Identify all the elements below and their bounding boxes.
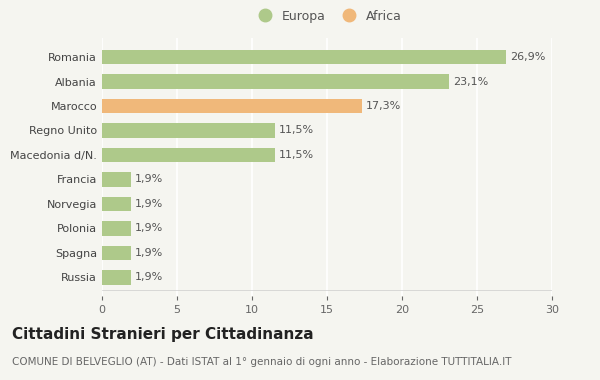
Bar (102, 123, 275, 138)
Bar (102, 172, 131, 187)
Bar (102, 245, 131, 260)
Text: 11,5%: 11,5% (279, 125, 314, 136)
Bar (102, 50, 505, 65)
Text: 26,9%: 26,9% (510, 52, 545, 62)
Text: 23,1%: 23,1% (453, 76, 488, 87)
Bar (102, 270, 131, 285)
Bar (102, 74, 449, 89)
Legend: Europa, Africa: Europa, Africa (248, 6, 406, 27)
Bar (102, 196, 131, 211)
Bar (102, 221, 131, 236)
Text: 1,9%: 1,9% (135, 199, 163, 209)
Text: 11,5%: 11,5% (279, 150, 314, 160)
Text: 1,9%: 1,9% (135, 223, 163, 233)
Text: COMUNE DI BELVEGLIO (AT) - Dati ISTAT al 1° gennaio di ogni anno - Elaborazione : COMUNE DI BELVEGLIO (AT) - Dati ISTAT al… (12, 357, 511, 367)
Text: 1,9%: 1,9% (135, 248, 163, 258)
Text: 17,3%: 17,3% (366, 101, 401, 111)
Text: Cittadini Stranieri per Cittadinanza: Cittadini Stranieri per Cittadinanza (12, 327, 314, 342)
Bar (102, 147, 275, 162)
Text: 1,9%: 1,9% (135, 174, 163, 184)
Bar (102, 99, 361, 113)
Text: 1,9%: 1,9% (135, 272, 163, 282)
